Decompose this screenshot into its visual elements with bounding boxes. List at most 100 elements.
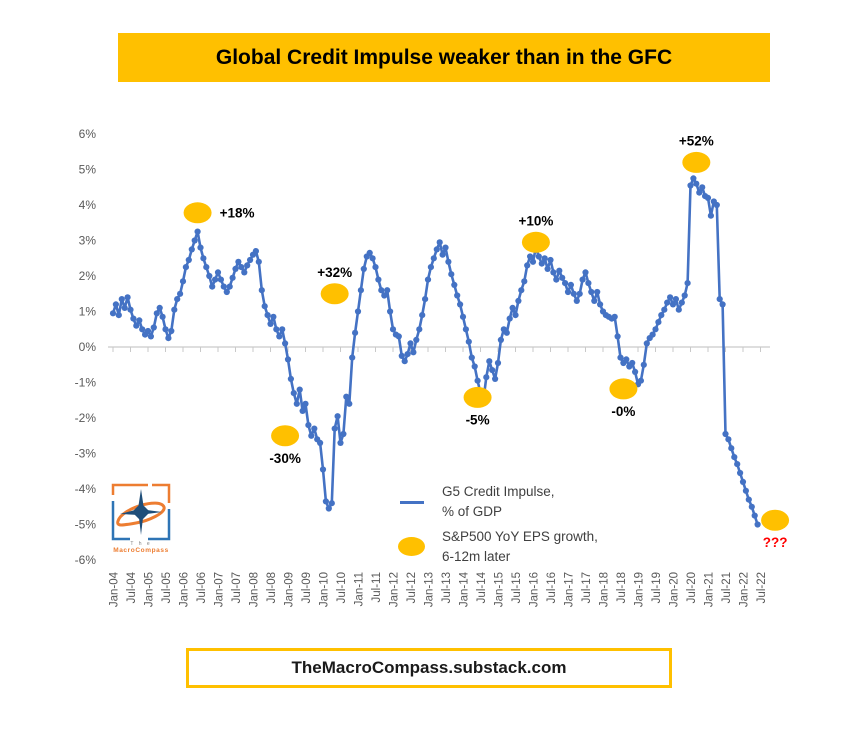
data-point (282, 340, 289, 347)
data-point (521, 278, 528, 285)
data-point (742, 487, 750, 494)
data-point (529, 258, 537, 265)
y-axis-label: 2% (79, 269, 97, 283)
data-point (486, 358, 493, 365)
data-point (121, 304, 128, 311)
data-point (684, 280, 691, 287)
data-point (270, 313, 277, 320)
data-point (375, 276, 382, 283)
data-point (547, 256, 554, 264)
data-point (209, 283, 216, 290)
data-point (206, 272, 213, 280)
data-point (352, 329, 359, 336)
data-point (512, 312, 519, 319)
data-point (410, 349, 417, 356)
data-point (156, 304, 163, 311)
data-point (188, 246, 195, 253)
eps-annotation-label: +18% (220, 205, 255, 220)
y-axis-label: -1% (75, 376, 97, 390)
data-point (704, 194, 712, 201)
data-point (535, 253, 542, 260)
logo-frame-blue (148, 509, 171, 541)
x-axis-label: Jul-19 (651, 572, 663, 603)
data-point (562, 280, 569, 287)
data-point (696, 189, 703, 196)
data-point (629, 359, 636, 367)
x-axis-label: Jan-16 (529, 572, 541, 607)
data-point (416, 326, 423, 333)
data-point (194, 228, 201, 235)
data-point (436, 239, 443, 246)
macrocompass-logo: T h e MacroCompass (111, 483, 171, 554)
data-point (707, 212, 715, 219)
data-point (168, 327, 175, 335)
data-point (398, 352, 405, 359)
eps-annotation-ellipse (521, 231, 550, 253)
data-point (483, 374, 490, 381)
chart-title: Global Credit Impulse weaker than in the… (215, 45, 673, 69)
data-point (244, 262, 251, 269)
footer-link-text: TheMacroCompass.substack.com (291, 658, 567, 677)
data-point (267, 320, 274, 327)
data-point (357, 287, 364, 294)
data-point (433, 246, 440, 253)
data-point (699, 184, 706, 191)
eps-annotation-label: +32% (317, 265, 352, 280)
chart-legend: G5 Credit Impulse, % of GDP S&P500 YoY E… (398, 482, 638, 571)
data-point (445, 258, 452, 265)
data-point (556, 267, 563, 274)
y-axis-label: 1% (79, 305, 97, 319)
data-point (369, 255, 376, 262)
data-point (424, 276, 432, 283)
y-axis-label: -3% (75, 447, 97, 461)
eps-annotation-label: +52% (679, 133, 714, 148)
data-point (165, 335, 172, 342)
data-point (597, 301, 604, 308)
data-point (739, 478, 747, 485)
data-point (658, 312, 665, 319)
data-point (115, 312, 122, 319)
data-point (664, 299, 671, 306)
x-axis-label: Jul-21 (721, 572, 733, 603)
data-point (468, 354, 475, 361)
x-axis-label: Jul-09 (301, 572, 313, 603)
data-point (506, 315, 513, 322)
data-point (681, 292, 688, 299)
logo-frame-orange-2 (152, 483, 171, 503)
data-point (527, 253, 534, 260)
credit-impulse-line (111, 177, 759, 525)
data-point (614, 333, 621, 340)
data-point (395, 333, 402, 340)
data-point (459, 313, 467, 320)
data-point (182, 264, 189, 271)
eps-annotation-ellipse (761, 509, 790, 531)
eps-annotation-ellipse (320, 283, 349, 305)
data-point (241, 269, 248, 276)
y-axis-label: -5% (75, 518, 97, 532)
data-point (214, 269, 222, 276)
data-point (331, 425, 338, 432)
data-point (643, 340, 650, 347)
data-point (509, 304, 516, 311)
data-point (238, 264, 245, 271)
x-axis-label: Jul-06 (196, 572, 208, 603)
data-point (255, 258, 262, 265)
x-axis-label: Jul-22 (756, 572, 768, 603)
data-point (731, 454, 738, 461)
data-point (722, 430, 729, 438)
data-point (124, 294, 131, 301)
data-point (465, 338, 472, 345)
data-point (632, 368, 639, 375)
data-point (448, 271, 455, 278)
data-point (719, 301, 726, 308)
data-point (159, 313, 166, 320)
data-point (212, 276, 219, 283)
data-point (223, 288, 230, 296)
data-point (191, 237, 198, 244)
y-axis-label: -2% (75, 411, 97, 425)
data-point (317, 439, 324, 446)
y-axis-label: 6% (79, 127, 97, 141)
x-axis-label: Jan-21 (704, 572, 716, 607)
data-point (573, 297, 580, 304)
